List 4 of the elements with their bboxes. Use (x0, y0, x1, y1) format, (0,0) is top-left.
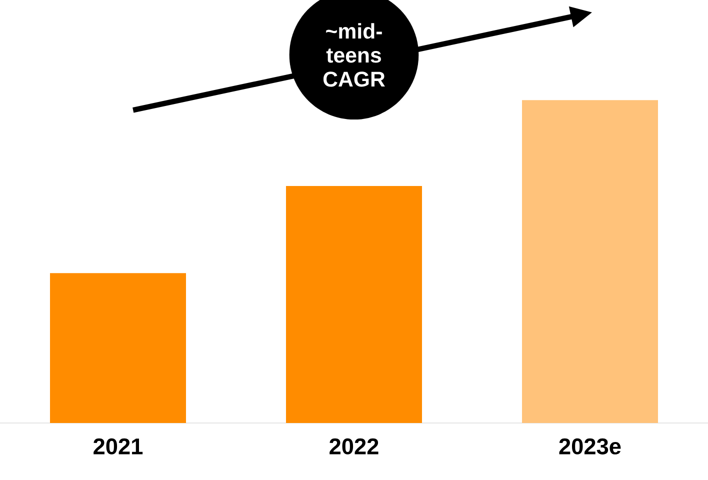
x-tick-label: 2021 (94, 438, 143, 454)
x-tick-label: 2022 (330, 438, 378, 454)
text: ~mid-teens CAGR (323, 23, 385, 87)
x-tick-label: 2023e (559, 438, 621, 454)
